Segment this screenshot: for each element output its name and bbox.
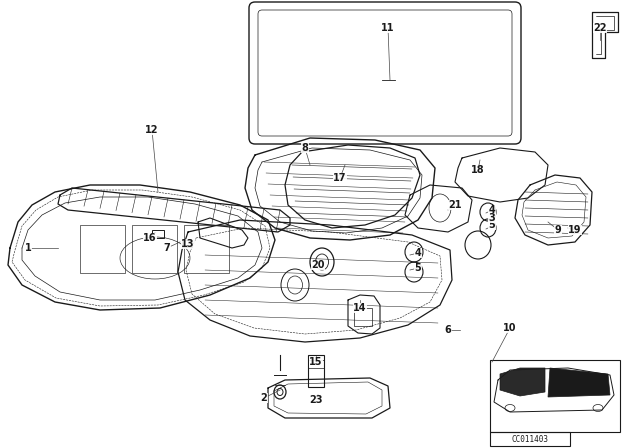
- Text: CC011403: CC011403: [511, 435, 548, 444]
- Text: 1: 1: [24, 243, 31, 253]
- Text: 5: 5: [415, 263, 421, 273]
- Text: 5: 5: [488, 220, 495, 230]
- Bar: [490, 360, 620, 432]
- Polygon shape: [548, 368, 610, 397]
- Text: 7: 7: [164, 243, 170, 253]
- Bar: [184, 225, 229, 273]
- Bar: [132, 225, 177, 273]
- Text: 17: 17: [333, 173, 347, 183]
- Text: 21: 21: [448, 200, 461, 210]
- Bar: [308, 355, 324, 387]
- Text: 4: 4: [488, 205, 495, 215]
- Text: 22: 22: [593, 23, 607, 33]
- Text: 23: 23: [309, 395, 323, 405]
- Text: 6: 6: [445, 325, 451, 335]
- Text: 3: 3: [488, 213, 495, 223]
- Text: 12: 12: [145, 125, 159, 135]
- Text: 10: 10: [503, 323, 516, 333]
- Text: 8: 8: [301, 143, 308, 153]
- Text: 4: 4: [415, 248, 421, 258]
- Text: 14: 14: [353, 303, 367, 313]
- Bar: [80, 225, 125, 273]
- Text: 11: 11: [381, 23, 395, 33]
- Text: 2: 2: [260, 393, 268, 403]
- Bar: [152, 230, 164, 238]
- Text: 20: 20: [311, 260, 324, 270]
- Bar: [490, 432, 570, 446]
- Bar: [182, 240, 192, 247]
- Text: 9: 9: [555, 225, 561, 235]
- Bar: [354, 308, 372, 326]
- Text: 16: 16: [143, 233, 157, 243]
- Text: 19: 19: [568, 225, 582, 235]
- Polygon shape: [500, 368, 545, 396]
- Text: 18: 18: [471, 165, 485, 175]
- Text: 15: 15: [309, 357, 323, 367]
- Text: 13: 13: [181, 239, 195, 249]
